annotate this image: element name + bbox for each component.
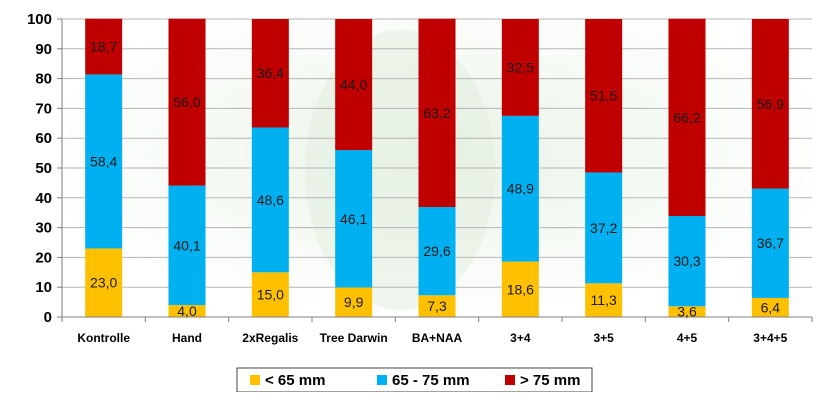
- legend-label: > 75 mm: [520, 372, 580, 389]
- bar-segment: [751, 19, 789, 189]
- bar-segment: [168, 305, 206, 317]
- bar-segment: [251, 272, 289, 317]
- bar-segment: [585, 172, 623, 284]
- bar-segment: [251, 127, 289, 273]
- x-tick-label: 2xRegalis: [242, 331, 298, 345]
- y-tick-label: 10: [35, 279, 52, 296]
- data-label: 51,5: [590, 88, 617, 104]
- bar-segment: [668, 18, 706, 216]
- bar-segment: [335, 19, 373, 151]
- bar-segment: [85, 248, 123, 317]
- data-label: 40,1: [173, 237, 200, 253]
- legend-label: 65 - 75 mm: [392, 372, 470, 389]
- legend-swatch: [505, 375, 515, 385]
- data-label: 18,6: [507, 281, 534, 297]
- y-tick-label: 80: [35, 71, 52, 88]
- data-label: 66,2: [673, 109, 700, 125]
- data-label: 63,2: [423, 105, 450, 121]
- data-label: 58,4: [90, 153, 117, 169]
- bar-segment: [168, 185, 206, 306]
- y-tick-label: 90: [35, 41, 52, 58]
- x-tick-label: Kontrolle: [77, 331, 130, 345]
- bar-segment: [418, 18, 456, 208]
- data-label: 7,3: [427, 298, 447, 314]
- legend-swatch: [377, 375, 387, 385]
- bar-segment: [85, 74, 123, 249]
- data-label: 56,9: [757, 96, 784, 112]
- bar-segment: [751, 297, 789, 317]
- bar-segment: [585, 283, 623, 317]
- bar-segment: [168, 18, 206, 186]
- data-label: 18,7: [90, 39, 117, 55]
- bar-segment: [85, 18, 123, 75]
- x-tick-label: 4+5: [677, 331, 698, 345]
- data-label: 44,0: [340, 77, 367, 93]
- y-tick-label: 50: [35, 160, 52, 177]
- legend-swatch: [250, 375, 260, 385]
- bar-segment: [335, 150, 373, 288]
- bar-segment: [335, 287, 373, 317]
- data-label: 9,9: [344, 294, 364, 310]
- x-tick-label: 3+4: [510, 331, 531, 345]
- data-label: 15,0: [257, 287, 284, 303]
- data-label: 3,6: [677, 304, 697, 320]
- legend: [236, 367, 593, 393]
- x-tick-label: Tree Darwin: [320, 331, 388, 345]
- data-label: 48,9: [507, 181, 534, 197]
- data-label: 4,0: [177, 303, 197, 319]
- y-tick-label: 70: [35, 100, 52, 117]
- background-leaf-watermark: [305, 30, 495, 310]
- data-label: 23,0: [90, 275, 117, 291]
- data-label: 56,0: [173, 94, 200, 110]
- bar-segment: [668, 215, 706, 307]
- bar-segment: [668, 306, 706, 317]
- bar-segment: [251, 19, 289, 128]
- bar-segment: [585, 19, 623, 173]
- data-label: 30,3: [673, 253, 700, 269]
- y-tick-label: 20: [35, 249, 52, 266]
- data-label: 29,6: [423, 243, 450, 259]
- y-tick-label: 30: [35, 220, 52, 237]
- x-tick-label: BA+NAA: [412, 331, 463, 345]
- data-label: 32,5: [507, 59, 534, 75]
- data-label: 36,4: [257, 65, 284, 81]
- data-label: 11,3: [591, 292, 617, 308]
- data-label: 36,7: [757, 235, 784, 251]
- data-label: 6,4: [761, 299, 781, 315]
- y-tick-label: 0: [44, 309, 52, 326]
- y-tick-label: 60: [35, 130, 52, 147]
- x-tick-label: 3+4+5: [753, 331, 787, 345]
- bar-segment: [751, 188, 789, 298]
- data-label: 48,6: [257, 192, 284, 208]
- bar-segment: [418, 295, 456, 317]
- bar-segment: [418, 207, 456, 296]
- y-tick-label: 40: [35, 190, 52, 207]
- x-tick-label: 3+5: [593, 331, 614, 345]
- bar-segment: [501, 115, 539, 262]
- bar-segment: [501, 19, 539, 116]
- y-tick-label: 100: [27, 11, 52, 28]
- x-tick-label: Hand: [172, 331, 202, 345]
- legend-label: < 65 mm: [265, 372, 325, 389]
- data-label: 37,2: [590, 220, 617, 236]
- bar-segment: [501, 261, 539, 317]
- data-label: 46,1: [340, 211, 367, 227]
